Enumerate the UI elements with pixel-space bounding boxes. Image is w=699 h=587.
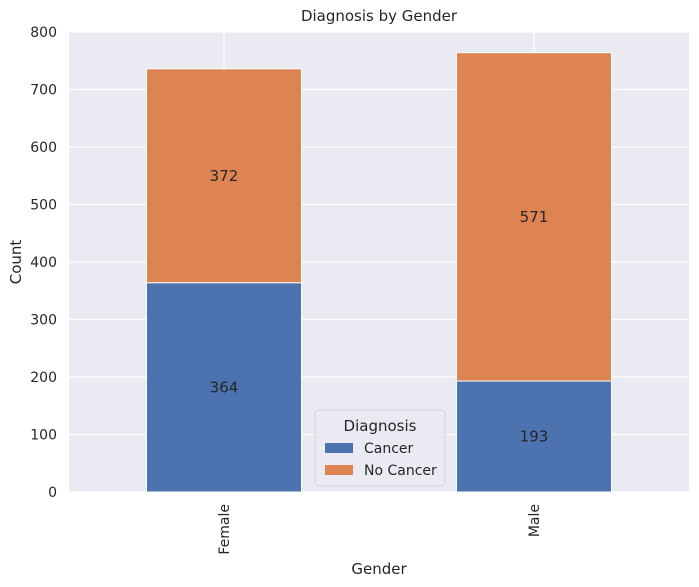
x-tick-label: Male — [527, 504, 543, 537]
data-label: 372 — [210, 167, 239, 185]
data-label: 571 — [520, 208, 549, 226]
y-tick-label: 800 — [30, 25, 57, 41]
x-tick-label: Female — [217, 504, 233, 555]
x-axis-label: Gender — [351, 560, 407, 578]
chart-title: Diagnosis by Gender — [301, 7, 458, 25]
y-tick-label: 100 — [30, 428, 57, 444]
data-label: 364 — [210, 378, 239, 396]
data-label: 193 — [520, 428, 549, 446]
y-tick-label: 400 — [30, 255, 57, 271]
bar-segment — [456, 380, 612, 493]
bars — [146, 52, 612, 493]
y-tick-label: 0 — [48, 485, 57, 501]
bar-segment — [146, 68, 302, 284]
bar-segment — [456, 52, 612, 382]
legend-items: Cancer No Cancer — [325, 441, 437, 479]
y-tick-label: 700 — [30, 83, 57, 99]
legend-title: Diagnosis — [344, 417, 417, 435]
x-axis-ticks: Female Male — [217, 504, 543, 555]
y-tick-label: 600 — [30, 140, 57, 156]
legend-swatch — [325, 443, 353, 453]
legend-swatch — [325, 465, 353, 475]
bar-segment — [146, 282, 302, 493]
legend: Diagnosis Cancer No Cancer — [314, 409, 446, 487]
y-axis-ticks: 0 100 200 300 400 500 600 700 800 — [30, 25, 57, 501]
legend-entry: No Cancer — [364, 463, 437, 479]
y-tick-label: 500 — [30, 198, 57, 214]
data-labels: 364 372 193 571 — [210, 167, 549, 446]
legend-entry: Cancer — [364, 441, 414, 457]
y-tick-label: 200 — [30, 370, 57, 386]
y-axis-label: Count — [7, 240, 25, 285]
y-tick-label: 300 — [30, 313, 57, 329]
